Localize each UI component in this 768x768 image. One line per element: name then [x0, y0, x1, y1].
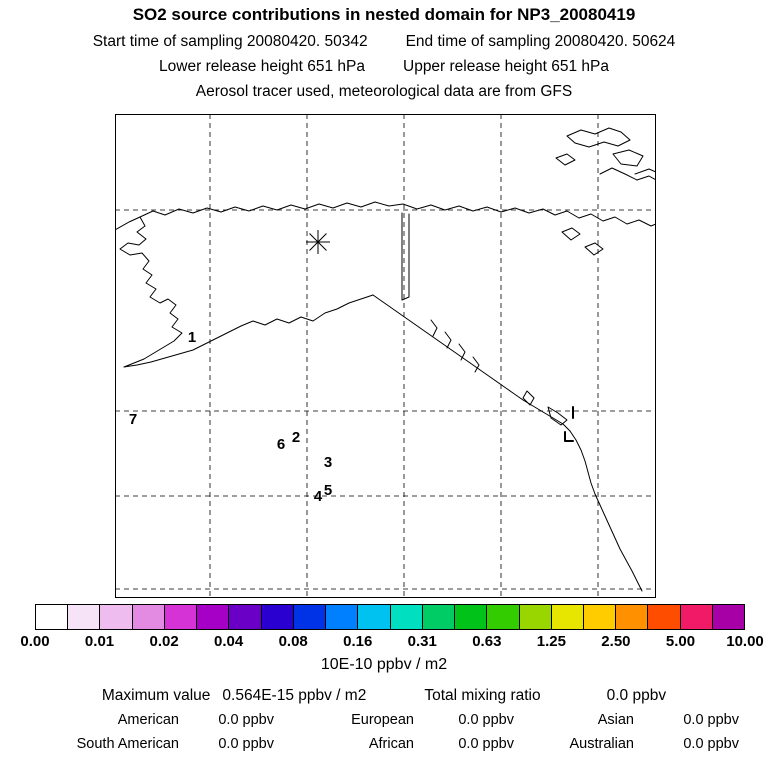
max-value: 0.564E-15 ppbv / m2: [222, 687, 367, 704]
colorbar-cell: [36, 605, 68, 629]
source-number-label: 3: [324, 454, 332, 471]
region-value: 0.0 ppbv: [458, 712, 514, 728]
colorbar-cell: [711, 605, 745, 629]
source-number-label: 5: [324, 482, 332, 499]
colorbar-cell: [389, 605, 422, 629]
colorbar-tick-label: 5.00: [665, 633, 696, 650]
release-marker-asterisk: [306, 230, 330, 254]
latlon-grid: [115, 114, 656, 598]
region-name: South American: [76, 736, 179, 752]
colorbar-cell: [454, 605, 487, 629]
region-name: European: [351, 712, 414, 728]
colorbar-tick-label: 1.25: [536, 633, 566, 650]
total-mixing-ratio-label: Total mixing ratio: [424, 687, 541, 704]
region-value: 0.0 ppbv: [218, 712, 274, 728]
figure-title: SO2 source contributions in nested domai…: [132, 5, 636, 24]
colorbar-ticks: 0.00 0.01 0.02 0.04 0.08 0.16 0.31 0.63 1.25 2.50…: [20, 633, 763, 650]
colorbar-tick-label: 0.02: [149, 633, 179, 650]
colorbar-tick-label: 0.04: [214, 633, 244, 650]
tracer-line: Aerosol tracer used, meteorological data…: [0, 83, 768, 101]
tracer-text: Aerosol tracer used, meteorological data…: [195, 83, 573, 100]
source-number-label: 2: [292, 429, 300, 446]
colorbar-cell: [163, 605, 197, 629]
start-time-text: Start time of sampling 20080420. 50342: [92, 33, 368, 50]
colorbar-cell: [228, 605, 261, 629]
summary-stats-line: Maximum value 0.564E-15 ppbv / m2 Total …: [0, 687, 768, 705]
colorbar-cell: [67, 605, 100, 629]
region-value: 0.0 ppbv: [683, 736, 739, 752]
region-name: Asian: [597, 712, 634, 728]
source-number-label: 6: [277, 436, 285, 453]
figure-header: SO2 source contributions in nested domai…: [0, 5, 768, 108]
source-number-label: 1: [188, 329, 196, 346]
region-name: American: [117, 712, 179, 728]
colorbar-cell: [550, 605, 583, 629]
colorbar-cell: [357, 605, 390, 629]
colorbar-tick-label: 0.00: [20, 633, 50, 650]
colorbar-cell: [615, 605, 648, 629]
region-value: 0.0 ppbv: [458, 736, 514, 752]
colorbar-tick-label: 0.31: [407, 633, 437, 650]
region-value: 0.0 ppbv: [683, 712, 739, 728]
colorbar-tick-label: 0.08: [278, 633, 308, 650]
colorbar-cell: [582, 605, 616, 629]
source-number-label: 7: [129, 411, 137, 428]
region-stats: American 0.0 ppbv European 0.0 ppbv Asian 0.0…: [29, 712, 739, 752]
colorbar-cell: [679, 605, 712, 629]
colorbar-cell: [99, 605, 132, 629]
colorbar-tick-label: 0.01: [84, 633, 115, 650]
sampling-time-line: Start time of sampling 20080420. 50342 E…: [0, 33, 768, 51]
coastline: [114, 127, 657, 592]
region-name: Australian: [569, 736, 634, 752]
map-markers: 1 7 6 2 34 5: [129, 230, 332, 505]
region-name: African: [368, 736, 414, 752]
colorbar-tick-label: 10.00: [726, 633, 764, 650]
colorbar-units-label: 10E-10 ppbv / m2: [320, 656, 448, 673]
map-svg: 1 7 6 2 34 5: [114, 114, 657, 598]
colorbar-tick-label: 0.16: [343, 633, 373, 650]
colorbar-cell: [196, 605, 229, 629]
colorbar-cell: [486, 605, 519, 629]
colorbar-cell: [325, 605, 358, 629]
colorbar-cell: [292, 605, 326, 629]
upper-release-text: Upper release height 651 hPa: [403, 58, 609, 75]
colorbar-cell: [260, 605, 293, 629]
colorbar-tick-label: 2.50: [601, 633, 631, 650]
source-number-label: 4: [314, 488, 323, 505]
colorbar-cell: [131, 605, 164, 629]
release-height-line: Lower release height 651 hPa Upper relea…: [0, 58, 768, 76]
colorbar-cell: [647, 605, 680, 629]
colorbar-cell: [518, 605, 551, 629]
total-mixing-ratio-value: 0.0 ppbv: [606, 687, 667, 704]
region-value: 0.0 ppbv: [218, 736, 274, 752]
colorbar-tick-label: 0.63: [472, 633, 502, 650]
colorbar: [35, 604, 745, 630]
map-frame: [115, 114, 656, 598]
max-value-label: Maximum value: [101, 687, 211, 704]
colorbar-cell: [421, 605, 455, 629]
end-time-text: End time of sampling 20080420. 50624: [405, 33, 676, 50]
lower-release-text: Lower release height 651 hPa: [159, 58, 365, 75]
